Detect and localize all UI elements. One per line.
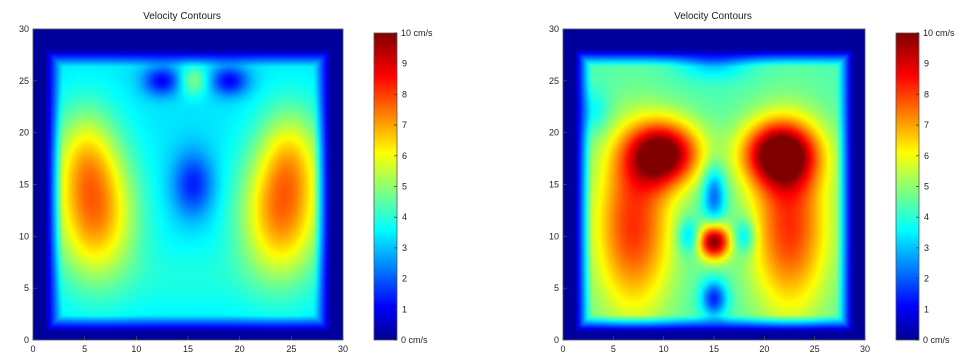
x-tick-label: 15 (183, 344, 193, 354)
colorbar-gradient (896, 33, 919, 340)
chart-title: Velocity Contours (143, 11, 221, 22)
colorbar-tick-label: 2 (924, 274, 929, 284)
y-tick-label: 30 (19, 24, 29, 34)
y-tick-label: 15 (19, 180, 29, 190)
colorbar: 1 2 3 4 5 6 7 8 9 10 cm/s 0 cm/s (896, 28, 955, 345)
colorbar-tick-label: 6 (924, 151, 929, 161)
heatmap-image (563, 29, 865, 340)
x-tick-label: 10 (131, 344, 141, 354)
y-tick-label: 10 (549, 231, 559, 241)
colorbar-tick-label: 1 (402, 304, 407, 314)
y-tick-label: 10 (19, 231, 29, 241)
colorbar: 1 2 3 4 5 6 7 8 9 10 cm/s 0 cm/s (374, 28, 433, 345)
colorbar-min-label: 0 cm/s (401, 335, 428, 345)
x-tick-label: 15 (709, 344, 719, 354)
x-tick-label: 20 (759, 344, 769, 354)
colorbar-max-label: 10 cm/s (923, 28, 955, 38)
colorbar-tick-label: 3 (402, 243, 407, 253)
y-tick-label: 25 (19, 76, 29, 86)
colorbar-min-label: 0 cm/s (923, 335, 950, 345)
y-tick-label: 15 (549, 180, 559, 190)
y-tick-label: 20 (549, 128, 559, 138)
y-tick-label: 0 (554, 335, 559, 345)
colorbar-tick-label: 9 (402, 59, 407, 69)
x-tick-label: 25 (810, 344, 820, 354)
y-tick-label: 5 (554, 283, 559, 293)
x-tick-label: 0 (30, 344, 35, 354)
colorbar-tick-label: 2 (402, 274, 407, 284)
colorbar-tick-label: 3 (924, 243, 929, 253)
colorbar-tick-label: 4 (924, 212, 929, 222)
y-tick-label: 5 (24, 283, 29, 293)
colorbar-tick-label: 8 (924, 89, 929, 99)
colorbar-tick-label: 4 (402, 212, 407, 222)
colorbar-tick-label: 8 (402, 89, 407, 99)
colorbar-max-label: 10 cm/s (401, 28, 433, 38)
y-tick-label: 25 (549, 76, 559, 86)
colorbar-tick-label: 7 (402, 120, 407, 130)
y-tick-label: 30 (549, 24, 559, 34)
x-tick-label: 30 (860, 344, 870, 354)
heatmap-plot-area (563, 29, 865, 340)
colorbar-tick-label: 6 (402, 151, 407, 161)
colorbar-tick-label: 5 (402, 182, 407, 192)
colorbar-gradient (374, 33, 397, 340)
y-tick-label: 20 (19, 128, 29, 138)
colorbar-tick-label: 5 (924, 182, 929, 192)
x-tick-label: 0 (560, 344, 565, 354)
heatmap-plot-area (33, 29, 343, 340)
heatmap-image (33, 29, 343, 340)
x-tick-label: 5 (611, 344, 616, 354)
x-tick-label: 20 (235, 344, 245, 354)
colorbar-tick-label: 1 (924, 304, 929, 314)
y-tick-label: 0 (24, 335, 29, 345)
colorbar-tick-label: 9 (924, 59, 929, 69)
chart-title: Velocity Contours (674, 11, 752, 22)
x-tick-label: 10 (659, 344, 669, 354)
x-tick-label: 25 (286, 344, 296, 354)
x-tick-label: 30 (338, 344, 348, 354)
x-tick-label: 5 (82, 344, 87, 354)
colorbar-tick-label: 7 (924, 120, 929, 130)
